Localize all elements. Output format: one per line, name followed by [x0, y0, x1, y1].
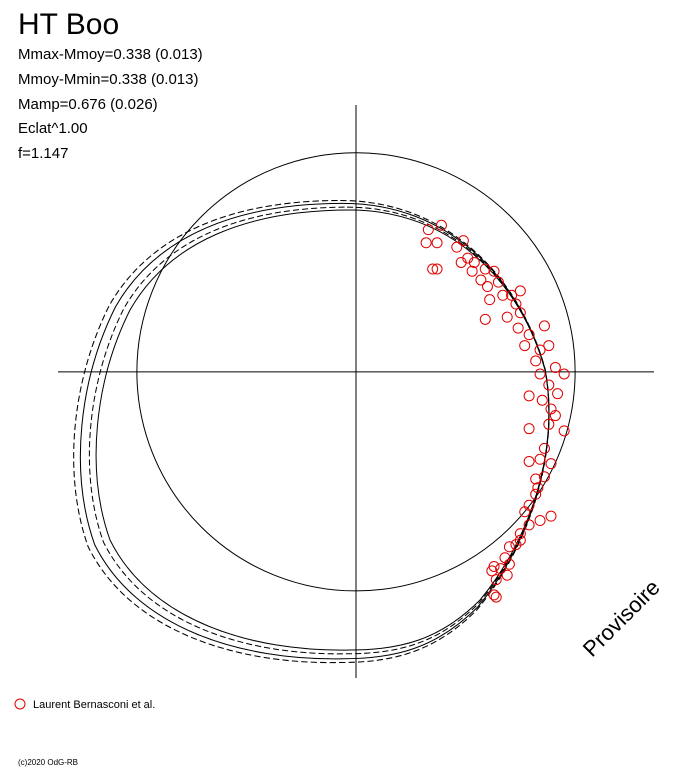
data-point: [558, 368, 570, 380]
data-point: [534, 453, 546, 465]
data-point: [431, 237, 443, 249]
data-point: [530, 488, 542, 500]
model-curve: [73, 199, 550, 664]
data-point: [420, 237, 432, 249]
data-point: [422, 224, 434, 236]
data-point: [532, 482, 544, 494]
data-point: [534, 344, 546, 356]
data-point: [523, 390, 535, 402]
data-point: [501, 569, 513, 581]
data-point: [519, 506, 531, 518]
data-point: [488, 265, 500, 277]
data-point: [523, 423, 535, 435]
data-point: [545, 510, 557, 522]
data-point: [530, 473, 542, 485]
data-point: [503, 541, 515, 553]
data-point: [501, 311, 513, 323]
data-point: [543, 379, 555, 391]
data-point: [451, 241, 463, 253]
data-point: [506, 289, 518, 301]
data-point: [492, 276, 504, 288]
data-point: [427, 263, 439, 275]
data-point: [466, 265, 478, 277]
data-point: [552, 388, 564, 400]
annotation: Mmax-Mmoy=0.338 (0.013): [18, 46, 203, 63]
data-point: [435, 219, 447, 231]
data-point: [536, 394, 548, 406]
credit: (c)2020 OdG-RB: [18, 758, 78, 767]
data-point: [479, 313, 491, 325]
data-point: [510, 298, 522, 310]
legend-label: Laurent Bernasconi et al.: [33, 699, 155, 711]
data-point: [558, 425, 570, 437]
data-point: [512, 322, 524, 334]
data-point: [530, 355, 542, 367]
data-point: [523, 329, 535, 341]
data-point: [484, 294, 496, 306]
data-point: [510, 539, 522, 551]
data-point: [481, 281, 493, 293]
data-point: [514, 285, 526, 297]
data-point: [523, 519, 535, 531]
chart-title: HT Boo: [18, 8, 119, 41]
data-point: [538, 320, 550, 332]
model-curve: [88, 206, 550, 655]
model-curve: [79, 202, 550, 660]
data-point: [488, 589, 500, 601]
data-point: [549, 410, 561, 422]
data-point: [457, 235, 469, 247]
data-point: [538, 442, 550, 454]
model-curve: [95, 209, 550, 651]
reference-circle: [136, 152, 576, 592]
annotation: Eclat^1.00: [18, 120, 88, 137]
data-point: [538, 471, 550, 483]
watermark: Provisoire: [578, 575, 665, 662]
model-curves: [73, 199, 550, 664]
data-point: [431, 263, 443, 275]
data-point: [514, 534, 526, 546]
data-point: [468, 256, 480, 268]
data-point: [495, 563, 507, 575]
data-point: [490, 591, 502, 603]
data-point: [543, 340, 555, 352]
annotation: Mamp=0.676 (0.026): [18, 96, 158, 113]
data-point: [534, 368, 546, 380]
annotation: Mmoy-Mmin=0.338 (0.013): [18, 71, 198, 88]
legend-marker: [14, 698, 26, 710]
data-point: [479, 263, 491, 275]
data-point: [497, 289, 509, 301]
data-point: [543, 418, 555, 430]
data-point: [523, 455, 535, 467]
data-point: [514, 528, 526, 540]
data-point: [455, 256, 467, 268]
series: [420, 219, 570, 603]
data-point: [519, 340, 531, 352]
data-point: [514, 307, 526, 319]
data-point: [490, 574, 502, 586]
data-point: [549, 361, 561, 373]
data-point: [503, 558, 515, 570]
annotation: f=1.147: [18, 145, 68, 162]
data-point: [534, 515, 546, 527]
data-point: [545, 458, 557, 470]
data-point: [475, 274, 487, 286]
data-point: [488, 560, 500, 572]
